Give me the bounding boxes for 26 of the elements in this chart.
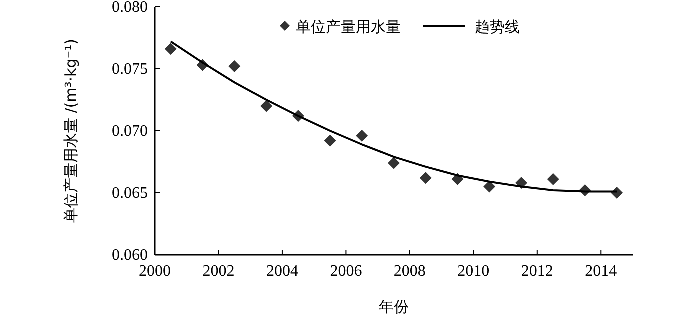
legend-label: 趋势线 [475,18,520,36]
x-tick-label: 2010 [458,263,490,280]
x-tick-label: 2004 [266,263,298,280]
y-tick-label: 0.080 [112,0,148,16]
point [356,130,368,142]
point [260,100,273,112]
x-axis-title: 年份 [379,298,409,316]
y-tick-label: 0.060 [112,247,148,264]
y-tick-label: 0.070 [112,123,148,140]
point [420,172,432,184]
legend-label: 单位产量用水量 [296,18,401,36]
x-tick-label: 2000 [139,263,171,280]
x-tick-label: 2006 [330,263,362,280]
x-tick-label: 2014 [585,263,618,280]
point [388,157,400,170]
point [547,173,560,186]
x-tick-label: 2008 [394,263,426,280]
point [228,60,241,73]
x-tick-label: 2002 [202,263,235,280]
point [484,180,496,193]
point [324,134,336,147]
y-axis-title: 单位产量用水量 /(m³·kg⁻¹) [62,38,80,224]
x-tick-label: 2012 [521,263,554,280]
point [164,43,177,56]
y-tick-label: 0.075 [112,61,148,78]
y-tick-label: 0.065 [112,185,148,202]
